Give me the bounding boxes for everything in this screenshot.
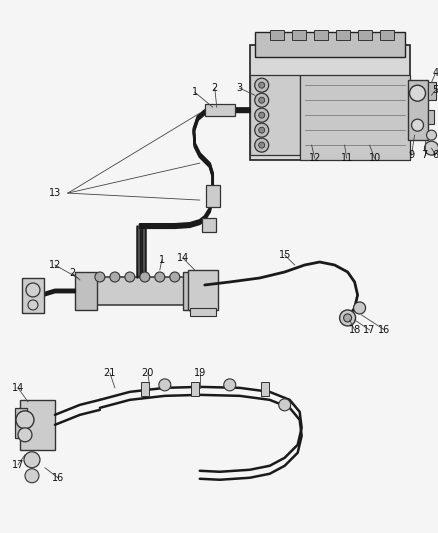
Text: 13: 13 — [49, 188, 61, 198]
Bar — [75, 272, 97, 310]
Text: 6: 6 — [432, 150, 438, 160]
Text: 12: 12 — [49, 260, 61, 270]
Circle shape — [255, 138, 268, 152]
Bar — [160, 382, 170, 388]
Text: 4: 4 — [432, 68, 438, 78]
Bar — [188, 270, 218, 310]
Circle shape — [255, 78, 268, 92]
Circle shape — [410, 85, 426, 101]
Bar — [427, 82, 435, 100]
Circle shape — [259, 142, 265, 148]
Text: 12: 12 — [308, 153, 321, 163]
Circle shape — [224, 379, 236, 391]
Bar — [255, 33, 405, 57]
Circle shape — [259, 82, 265, 88]
Bar — [183, 272, 205, 310]
Bar — [250, 45, 410, 160]
Text: 17: 17 — [364, 325, 376, 335]
Circle shape — [259, 127, 265, 133]
Circle shape — [259, 112, 265, 118]
Text: 2: 2 — [69, 268, 75, 278]
Circle shape — [255, 108, 268, 122]
Bar — [380, 30, 394, 41]
Circle shape — [259, 97, 265, 103]
Bar — [314, 30, 328, 41]
Bar — [95, 277, 185, 305]
Text: 20: 20 — [141, 368, 154, 378]
Text: 1: 1 — [192, 87, 198, 97]
Bar — [191, 382, 199, 396]
Text: 3: 3 — [237, 83, 243, 93]
Bar — [427, 110, 434, 124]
Circle shape — [424, 141, 438, 155]
Text: 10: 10 — [368, 153, 381, 163]
Text: 17: 17 — [12, 460, 24, 470]
Bar — [20, 400, 55, 450]
Circle shape — [159, 379, 171, 391]
Bar — [225, 382, 235, 388]
Bar — [292, 30, 306, 41]
Circle shape — [255, 93, 268, 107]
Bar — [280, 402, 290, 408]
Circle shape — [125, 272, 135, 282]
Text: 7: 7 — [421, 150, 427, 160]
Circle shape — [25, 469, 39, 483]
Circle shape — [155, 272, 165, 282]
Circle shape — [344, 314, 352, 322]
Circle shape — [427, 130, 437, 140]
Circle shape — [24, 452, 40, 468]
Bar — [15, 408, 27, 438]
Bar — [205, 104, 235, 116]
Bar — [270, 30, 284, 41]
Circle shape — [110, 272, 120, 282]
Text: 11: 11 — [340, 153, 353, 163]
Circle shape — [170, 272, 180, 282]
Bar — [250, 75, 300, 155]
Text: 5: 5 — [432, 85, 438, 95]
Text: 21: 21 — [104, 368, 116, 378]
Text: 1: 1 — [159, 255, 165, 265]
Circle shape — [18, 428, 32, 442]
Circle shape — [353, 302, 366, 314]
Bar — [190, 308, 216, 316]
Circle shape — [339, 310, 356, 326]
Circle shape — [95, 272, 105, 282]
Bar — [357, 30, 371, 41]
Text: 16: 16 — [52, 473, 64, 483]
Circle shape — [16, 411, 34, 429]
Bar — [300, 75, 410, 160]
Bar — [261, 382, 268, 396]
Text: 16: 16 — [378, 325, 391, 335]
Circle shape — [140, 272, 150, 282]
Text: 14: 14 — [177, 253, 189, 263]
Bar — [206, 185, 220, 207]
Text: 19: 19 — [194, 368, 206, 378]
Bar — [336, 30, 350, 41]
Bar — [141, 382, 149, 396]
Circle shape — [412, 119, 424, 131]
Circle shape — [26, 283, 40, 297]
Bar — [202, 218, 216, 232]
Bar — [407, 80, 427, 140]
Text: 18: 18 — [349, 325, 361, 335]
Text: 2: 2 — [212, 83, 218, 93]
Circle shape — [28, 300, 38, 310]
Text: 9: 9 — [409, 150, 415, 160]
Text: 15: 15 — [279, 250, 291, 260]
Circle shape — [279, 399, 291, 411]
Text: 14: 14 — [12, 383, 24, 393]
Bar — [22, 278, 44, 313]
Circle shape — [255, 123, 268, 137]
